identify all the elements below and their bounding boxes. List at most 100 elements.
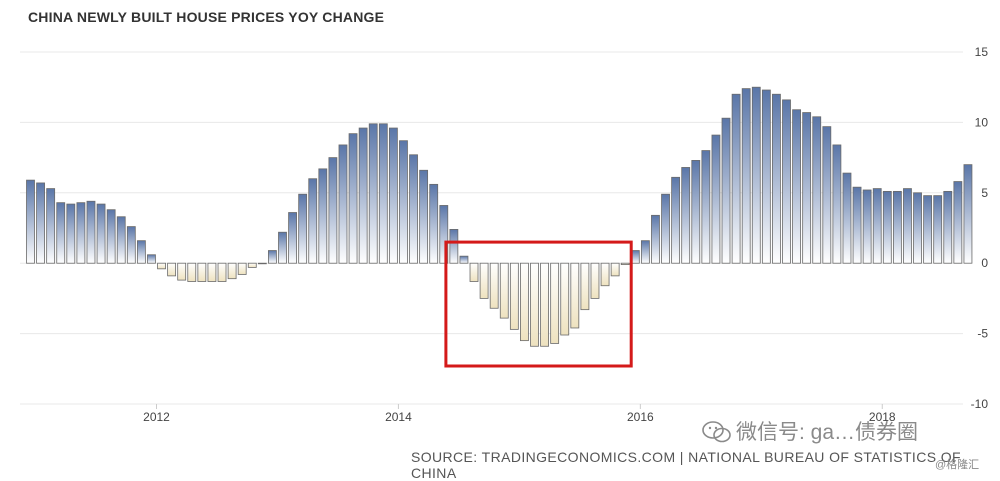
bar [832, 144, 842, 264]
bar [157, 262, 166, 270]
bar [368, 123, 378, 264]
bar [913, 192, 922, 264]
bar [439, 205, 449, 264]
bar [207, 262, 217, 282]
bar [449, 229, 459, 264]
bar [388, 127, 398, 264]
bar [399, 140, 408, 264]
x-tick-label: 2014 [385, 410, 412, 424]
bar [177, 262, 187, 281]
watermark-corner: @格隆汇 [935, 459, 980, 471]
bar [560, 262, 570, 336]
bar [86, 200, 96, 264]
bar [187, 262, 197, 282]
bar [106, 209, 116, 264]
x-tick-label: 2018 [869, 410, 896, 424]
bar [600, 262, 610, 287]
bar [822, 126, 832, 264]
bar [741, 88, 751, 264]
bar [882, 190, 892, 264]
chart-title: CHINA NEWLY BUILT HOUSE PRICES YOY CHANG… [28, 9, 385, 25]
bar [217, 262, 227, 282]
bar [550, 262, 560, 344]
watermark-text: 微信号: ga…债券圈 [736, 421, 919, 444]
x-tick-label: 2016 [627, 410, 654, 424]
bar [328, 157, 338, 264]
bar [136, 240, 146, 264]
bar [509, 262, 519, 330]
bar [802, 112, 812, 264]
bar [761, 89, 771, 264]
bar [610, 262, 620, 277]
bar [933, 195, 943, 264]
bar [520, 262, 529, 342]
x-tick-label: 2012 [143, 410, 170, 424]
y-tick-label: -10 [971, 397, 989, 411]
bar [640, 240, 650, 264]
bar [338, 144, 348, 264]
bar [499, 262, 509, 319]
bar [489, 262, 499, 309]
bar [298, 193, 308, 264]
bar [257, 262, 267, 265]
bar [116, 216, 126, 264]
bar [651, 214, 660, 264]
bar [570, 262, 580, 329]
bar [167, 262, 177, 277]
bar [671, 176, 681, 264]
bar [237, 262, 247, 275]
bar [681, 167, 691, 264]
bar [378, 123, 388, 264]
y-tick-label: -5 [977, 327, 988, 341]
bar [197, 262, 207, 282]
bar [540, 262, 549, 347]
bar [661, 193, 670, 264]
bar [701, 150, 711, 264]
bar [66, 203, 76, 264]
bar [691, 160, 701, 264]
bar [409, 154, 418, 264]
wechat-icon [702, 421, 731, 443]
bar [348, 133, 358, 264]
bar [278, 231, 287, 264]
bar [96, 203, 106, 264]
bar [459, 255, 469, 264]
bar [247, 262, 257, 268]
bar [903, 188, 912, 264]
bar [812, 116, 822, 264]
bar [419, 169, 429, 264]
bar [892, 190, 902, 264]
bar [772, 93, 781, 264]
bar [792, 109, 801, 264]
bar [56, 202, 66, 264]
bar [842, 172, 852, 264]
source-note: SOURCE: TRADINGECONOMICS.COM | NATIONAL … [411, 449, 961, 481]
bar [429, 183, 439, 264]
bar [227, 262, 237, 280]
bar [288, 212, 297, 264]
bar [711, 134, 721, 264]
y-tick-label: 5 [981, 186, 988, 200]
bar [36, 182, 45, 264]
highlight-box [444, 240, 633, 368]
bar [580, 262, 590, 311]
bar [953, 181, 963, 264]
bar [318, 168, 328, 264]
bar [126, 226, 136, 264]
bar [76, 202, 86, 264]
bar [782, 99, 791, 264]
bar [852, 186, 862, 264]
bar [469, 262, 479, 282]
bar [147, 254, 156, 264]
bar [530, 262, 539, 347]
bar [721, 117, 731, 264]
y-tick-label: 10 [975, 115, 989, 129]
bar [268, 250, 277, 264]
bar [731, 93, 741, 264]
bar [26, 179, 35, 264]
bar [479, 262, 489, 299]
bar [923, 195, 933, 264]
bar [358, 127, 368, 264]
bar [620, 262, 630, 266]
